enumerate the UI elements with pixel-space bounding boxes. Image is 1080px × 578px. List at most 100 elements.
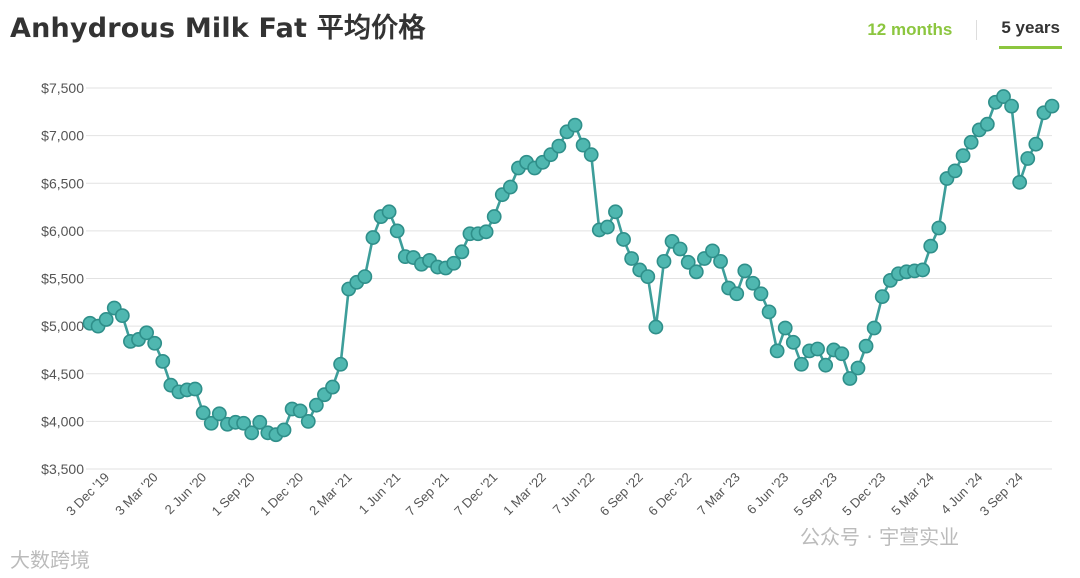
data-points	[82, 89, 1060, 443]
x-tick-label: 1 Dec '20	[257, 470, 306, 519]
data-point[interactable]	[599, 219, 615, 235]
y-tick-label: $4,500	[41, 366, 84, 382]
x-axis-ticks: 3 Dec '19 3 Mar '20 2 Jun '20 1 Sep '20 1 De…	[63, 470, 1026, 519]
x-tick-label: 6 Sep '22	[597, 470, 646, 519]
x-tick-label: 5 Sep '23	[791, 470, 840, 519]
data-point[interactable]	[1012, 174, 1028, 190]
data-point[interactable]	[656, 253, 672, 269]
data-point[interactable]	[583, 147, 599, 163]
data-point[interactable]	[955, 148, 971, 164]
data-point[interactable]	[567, 117, 583, 133]
data-point[interactable]	[1020, 151, 1036, 166]
data-point[interactable]	[187, 381, 203, 397]
data-point[interactable]	[810, 341, 825, 357]
data-point[interactable]	[551, 138, 567, 154]
tab-5-years[interactable]: 5 years	[999, 16, 1062, 49]
data-point[interactable]	[688, 264, 704, 280]
data-point[interactable]	[155, 353, 171, 369]
x-tick-label: 3 Sep '24	[977, 470, 1026, 519]
data-point[interactable]	[139, 325, 154, 341]
y-tick-label: $7,500	[41, 80, 84, 96]
data-point[interactable]	[325, 379, 340, 395]
x-tick-label: 2 Mar '21	[306, 470, 355, 519]
data-point[interactable]	[761, 304, 777, 320]
data-point[interactable]	[785, 334, 801, 350]
data-point[interactable]	[616, 232, 631, 247]
data-point[interactable]	[292, 403, 308, 419]
data-point[interactable]	[834, 346, 850, 362]
watermark-right: 公众号 · 宇萱实业	[800, 525, 960, 549]
data-point[interactable]	[308, 397, 324, 413]
data-point[interactable]	[389, 223, 405, 239]
data-point[interactable]	[648, 319, 664, 335]
data-point[interactable]	[114, 308, 130, 324]
data-point[interactable]	[729, 286, 745, 302]
data-point[interactable]	[365, 230, 381, 245]
data-point[interactable]	[713, 253, 728, 269]
data-point[interactable]	[1004, 98, 1019, 114]
data-point[interactable]	[203, 415, 219, 431]
data-point[interactable]	[996, 89, 1011, 104]
y-axis-ticks: $3,500 $4,000 $4,500 $5,000 $5,500 $6,000 $6,5…	[41, 80, 84, 477]
data-point[interactable]	[793, 356, 809, 372]
data-point[interactable]	[979, 116, 995, 132]
data-point[interactable]	[147, 335, 163, 351]
data-point[interactable]	[381, 204, 397, 220]
data-point[interactable]	[502, 179, 518, 195]
y-tick-label: $5,000	[41, 318, 84, 334]
x-tick-label: 6 Jun '23	[744, 470, 792, 518]
data-point[interactable]	[947, 163, 963, 179]
data-point[interactable]	[300, 413, 316, 429]
data-point[interactable]	[624, 251, 640, 266]
y-tick-label: $4,000	[41, 413, 84, 429]
data-point[interactable]	[276, 422, 292, 438]
data-point[interactable]	[745, 275, 761, 291]
data-point[interactable]	[244, 425, 260, 441]
data-point[interactable]	[454, 244, 470, 260]
x-tick-label: 1 Jun '21	[356, 470, 404, 518]
data-point[interactable]	[446, 255, 462, 271]
data-point[interactable]	[1028, 136, 1044, 152]
data-point[interactable]	[236, 415, 251, 431]
data-point[interactable]	[705, 243, 720, 259]
watermark-left: 大数跨境	[10, 548, 90, 572]
data-point[interactable]	[195, 405, 211, 421]
data-point[interactable]	[98, 312, 114, 327]
x-tick-label: 5 Mar '24	[888, 470, 937, 519]
data-point[interactable]	[842, 371, 858, 386]
data-point[interactable]	[963, 134, 979, 150]
data-point[interactable]	[672, 241, 688, 257]
data-point[interactable]	[915, 262, 931, 278]
x-tick-label: 7 Jun '22	[550, 470, 598, 518]
data-point[interactable]	[357, 269, 373, 284]
data-point[interactable]	[680, 254, 696, 270]
data-point[interactable]	[769, 343, 785, 359]
page-title: Anhydrous Milk Fat 平均价格	[10, 13, 426, 44]
data-point[interactable]	[333, 356, 349, 372]
data-point[interactable]	[874, 289, 890, 304]
data-point[interactable]	[608, 204, 623, 220]
data-point[interactable]	[850, 360, 866, 376]
data-point[interactable]	[923, 238, 939, 254]
x-tick-label: 1 Mar '22	[500, 470, 549, 519]
data-point[interactable]	[640, 269, 656, 284]
data-point[interactable]	[478, 224, 494, 240]
data-point[interactable]	[777, 320, 793, 336]
data-point[interactable]	[753, 286, 769, 302]
x-tick-label: 7 Mar '23	[694, 470, 743, 519]
data-point[interactable]	[931, 220, 947, 236]
data-point[interactable]	[1044, 98, 1060, 114]
y-tick-label: $5,500	[41, 271, 84, 287]
y-tick-label: $3,500	[41, 461, 84, 477]
x-tick-label: 5 Dec '23	[839, 470, 888, 519]
tab-12-months[interactable]: 12 months	[867, 19, 953, 39]
data-point[interactable]	[737, 263, 753, 279]
data-point[interactable]	[866, 320, 882, 336]
data-point[interactable]	[211, 406, 227, 422]
data-point[interactable]	[575, 137, 591, 153]
data-point[interactable]	[252, 414, 268, 430]
data-point[interactable]	[486, 209, 502, 224]
data-point[interactable]	[858, 338, 874, 354]
data-point[interactable]	[818, 357, 834, 373]
